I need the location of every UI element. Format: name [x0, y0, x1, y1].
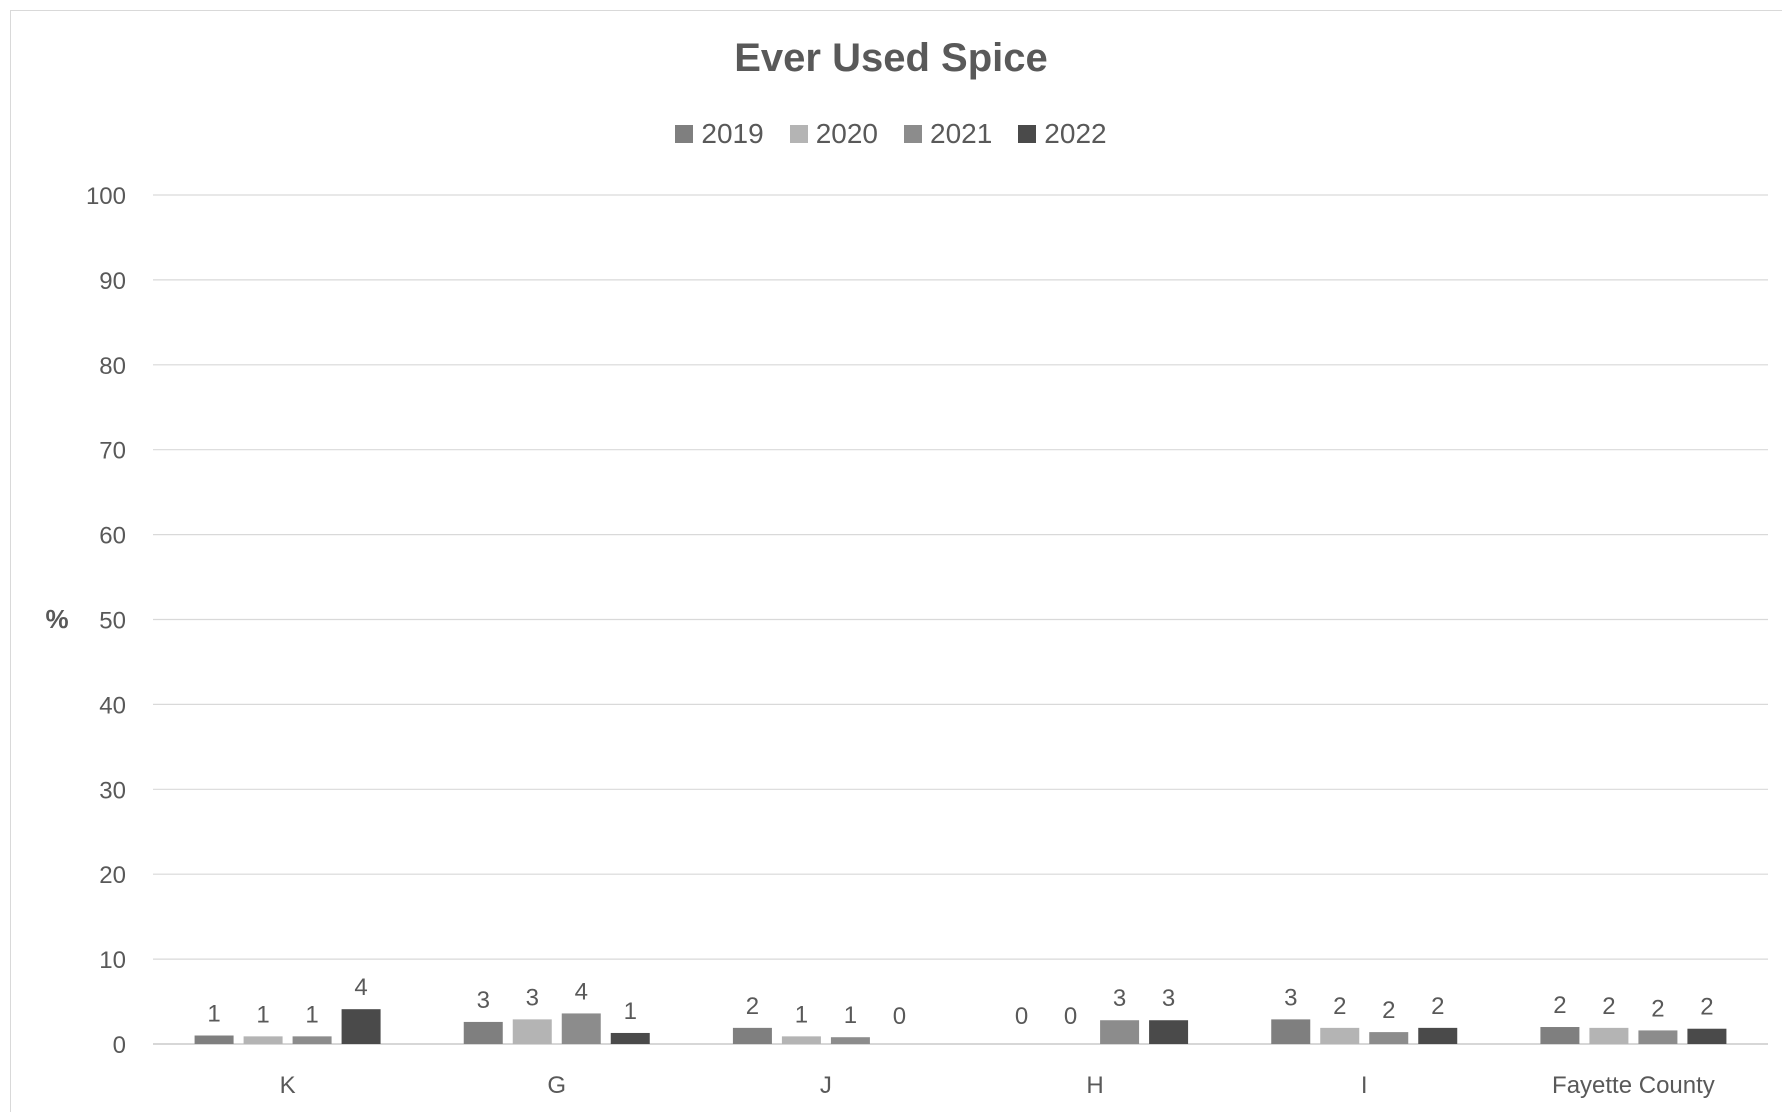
y-tick-label: 90 [99, 268, 126, 295]
y-tick-label: 0 [113, 1032, 126, 1059]
y-tick-label: 20 [99, 862, 126, 889]
bar [1320, 1027, 1360, 1044]
x-tick-label: J [820, 1072, 832, 1099]
data-label: 2 [746, 993, 759, 1020]
data-label: 0 [1015, 1003, 1028, 1030]
y-tick-label: 10 [99, 947, 126, 974]
data-label: 2 [1553, 992, 1566, 1019]
bar [610, 1032, 650, 1044]
bar [1638, 1030, 1678, 1044]
y-tick-label: 40 [99, 692, 126, 719]
bar [512, 1019, 552, 1044]
data-label: 1 [844, 1002, 857, 1029]
data-label: 1 [256, 1001, 269, 1028]
x-tick-label: H [1086, 1072, 1103, 1099]
data-label: 2 [1333, 993, 1346, 1020]
legend-label: 2022 [1044, 118, 1107, 149]
bar [1369, 1032, 1409, 1044]
y-tick-label: 70 [99, 438, 126, 465]
y-tick-label: 30 [99, 777, 126, 804]
x-tick-label: I [1361, 1072, 1368, 1099]
chart-frame [10, 10, 1782, 1112]
data-label: 3 [1162, 985, 1175, 1012]
bar [1687, 1028, 1727, 1044]
y-tick-label: 50 [99, 608, 126, 635]
legend-label: 2021 [930, 118, 993, 149]
data-label: 2 [1602, 993, 1615, 1020]
bar [732, 1027, 772, 1044]
bar [1540, 1027, 1580, 1044]
data-label: 1 [305, 1001, 318, 1028]
legend-item-2021: 2021 [904, 118, 992, 150]
legend-item-2022: 2022 [1018, 118, 1107, 150]
y-tick-label: 100 [86, 183, 126, 210]
data-label: 4 [354, 974, 367, 1001]
bar [243, 1036, 283, 1044]
data-label: 2 [1382, 997, 1395, 1024]
data-label: 3 [477, 987, 490, 1014]
data-label: 1 [795, 1001, 808, 1028]
legend-item-2019: 2019 [675, 118, 764, 150]
x-tick-label: G [547, 1072, 566, 1099]
data-label: 2 [1700, 994, 1713, 1021]
bar [1418, 1027, 1458, 1044]
data-label: 3 [1284, 984, 1297, 1011]
data-label: 2 [1431, 993, 1444, 1020]
x-tick-label: Fayette County [1552, 1072, 1715, 1099]
legend-label: 2020 [815, 118, 878, 149]
bar [561, 1013, 601, 1044]
x-tick-label: K [280, 1072, 296, 1099]
data-label: 0 [893, 1003, 906, 1030]
data-label: 3 [1113, 985, 1126, 1012]
bar [463, 1021, 503, 1044]
data-label: 0 [1064, 1003, 1077, 1030]
data-label: 2 [1651, 995, 1664, 1022]
legend-swatch [675, 125, 694, 143]
bar [781, 1036, 821, 1044]
legend-label: 2019 [701, 118, 764, 149]
legend-item-2020: 2020 [789, 118, 878, 150]
data-label: 1 [624, 998, 637, 1025]
legend-swatch [1018, 125, 1037, 143]
bar [1149, 1020, 1189, 1044]
bar [1271, 1019, 1311, 1044]
chart-title: Ever Used Spice [734, 36, 1048, 80]
bar [194, 1035, 234, 1044]
data-label: 4 [575, 978, 588, 1005]
y-axis-label: % [45, 604, 68, 634]
y-tick-label: 80 [99, 353, 126, 380]
bar [341, 1009, 381, 1044]
bar [1589, 1027, 1629, 1044]
data-label: 1 [207, 1001, 220, 1028]
data-label: 3 [526, 984, 539, 1011]
legend-swatch [789, 125, 808, 143]
legend-swatch [904, 125, 922, 143]
chart-legend: 2019 2020 2021 2022 [0, 118, 1782, 150]
bar [830, 1037, 870, 1044]
bar [1100, 1020, 1140, 1044]
y-tick-label: 60 [99, 523, 126, 550]
bar [292, 1036, 332, 1044]
